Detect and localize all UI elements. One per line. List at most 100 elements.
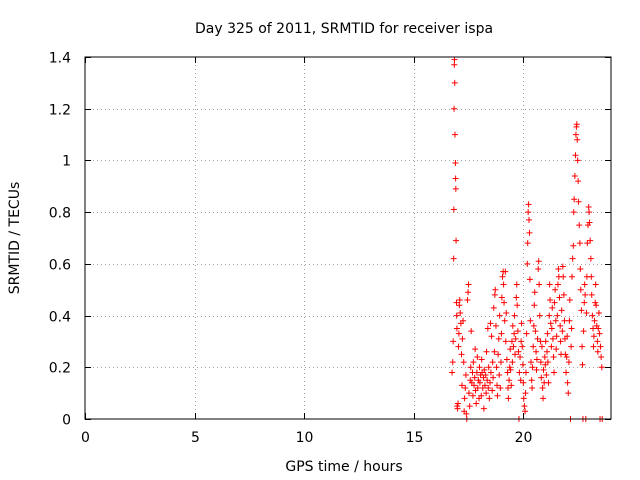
data-point xyxy=(508,338,515,345)
data-point xyxy=(546,312,553,319)
data-point xyxy=(513,294,520,301)
data-point xyxy=(570,242,577,249)
data-point xyxy=(509,322,516,329)
x-tick-label: 0 xyxy=(81,430,90,446)
data-point xyxy=(549,335,556,342)
data-point xyxy=(450,206,457,213)
data-point xyxy=(484,325,491,332)
data-point xyxy=(527,317,534,324)
data-point xyxy=(487,320,494,327)
data-point xyxy=(497,384,504,391)
data-point xyxy=(531,289,538,296)
data-point xyxy=(586,209,593,216)
data-point xyxy=(468,328,475,335)
data-point xyxy=(566,317,573,324)
plot-frame xyxy=(84,56,612,420)
data-point xyxy=(465,289,472,296)
data-point xyxy=(565,359,572,366)
data-point xyxy=(495,335,502,342)
data-point xyxy=(588,291,595,298)
data-point xyxy=(565,390,572,397)
data-point xyxy=(467,364,474,371)
data-point xyxy=(537,338,544,345)
y-tick-label: 0.8 xyxy=(49,206,71,222)
data-point xyxy=(538,374,545,381)
data-point xyxy=(514,302,521,309)
data-point xyxy=(494,382,501,389)
data-point xyxy=(454,405,461,412)
data-point xyxy=(480,405,487,412)
data-point xyxy=(521,403,528,410)
data-point xyxy=(548,325,555,332)
data-point xyxy=(528,359,535,366)
x-tick-labels: 0 5 10 15 20 xyxy=(81,430,532,446)
data-point xyxy=(568,273,575,280)
data-point xyxy=(489,387,496,394)
data-point xyxy=(516,369,523,376)
data-point xyxy=(484,377,491,384)
data-point xyxy=(455,400,462,407)
data-point xyxy=(505,395,512,402)
data-point xyxy=(451,105,458,112)
data-point xyxy=(501,317,508,324)
data-point xyxy=(455,330,462,337)
data-point xyxy=(595,309,602,316)
data-point xyxy=(579,343,586,350)
data-point xyxy=(449,369,456,376)
data-point xyxy=(474,353,481,360)
data-point xyxy=(518,320,525,327)
data-point xyxy=(452,160,459,167)
data-point xyxy=(461,395,468,402)
data-point xyxy=(594,338,601,345)
data-point xyxy=(583,309,590,316)
data-point xyxy=(498,294,505,301)
data-point xyxy=(555,266,562,273)
data-point xyxy=(553,333,560,340)
data-point xyxy=(584,240,591,247)
data-point xyxy=(558,307,565,314)
data-point xyxy=(590,343,597,350)
data-point xyxy=(578,307,585,314)
x-tick-label: 15 xyxy=(406,430,424,446)
data-point xyxy=(462,384,469,391)
data-point xyxy=(507,366,514,373)
y-axis-label: SRMTID / TECUs xyxy=(7,182,23,295)
data-point xyxy=(551,369,558,376)
data-point xyxy=(504,369,511,376)
data-point xyxy=(577,286,584,293)
data-point xyxy=(481,366,488,373)
data-point xyxy=(495,351,502,358)
grid xyxy=(85,57,611,419)
data-point xyxy=(530,343,537,350)
data-point xyxy=(499,273,506,280)
data-point xyxy=(526,276,533,283)
data-point xyxy=(494,392,501,399)
data-point xyxy=(531,302,538,309)
data-point xyxy=(570,209,577,216)
data-point xyxy=(542,361,549,368)
data-point xyxy=(517,377,524,384)
data-point xyxy=(458,382,465,389)
data-point xyxy=(541,353,548,360)
data-point xyxy=(520,379,527,386)
y-tick-label: 0.4 xyxy=(49,310,71,326)
data-point xyxy=(473,400,480,407)
data-point xyxy=(536,281,543,288)
data-point xyxy=(466,403,473,410)
data-point xyxy=(557,322,564,329)
data-point xyxy=(476,379,483,386)
data-point xyxy=(522,369,529,376)
data-point xyxy=(478,392,485,399)
data-point xyxy=(597,343,604,350)
data-point xyxy=(577,266,584,273)
data-point xyxy=(522,408,529,415)
data-point xyxy=(472,346,479,353)
data-point xyxy=(455,343,462,350)
y-tick-label: 0 xyxy=(62,413,71,429)
data-point xyxy=(524,260,531,267)
data-point xyxy=(450,255,457,262)
data-point xyxy=(492,286,499,293)
data-point xyxy=(574,136,581,143)
data-point xyxy=(591,317,598,324)
y-tick-label: 1.2 xyxy=(49,103,71,119)
